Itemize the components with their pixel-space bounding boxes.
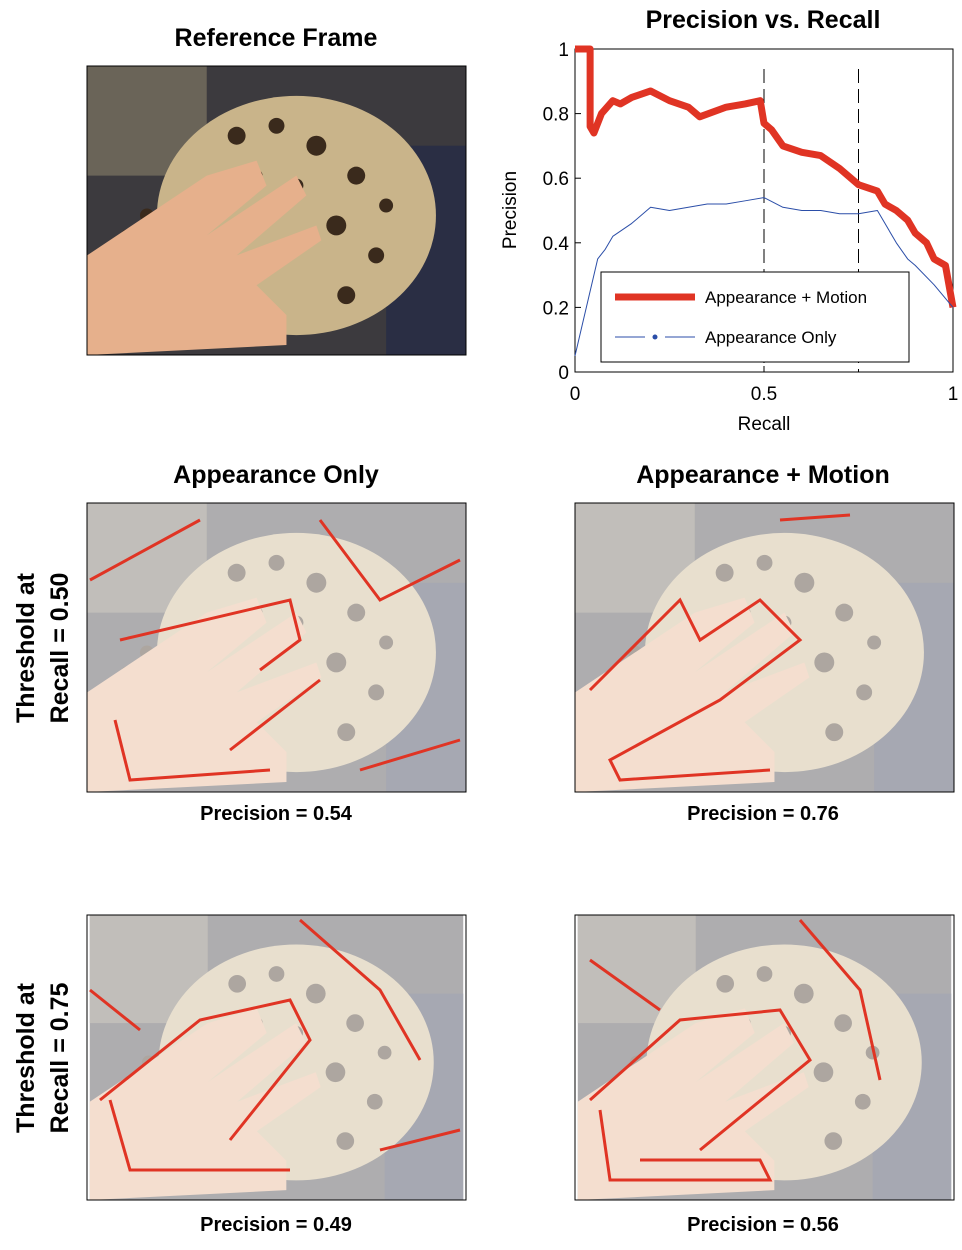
x-axis-label: Recall (738, 414, 791, 435)
panel (87, 915, 466, 1200)
x-tick-label: 0.5 (751, 384, 777, 405)
legend-label: Appearance + Motion (705, 288, 867, 307)
figure: Reference Frame Appearance Only Appearan… (0, 0, 962, 1245)
y-tick-label: 0.8 (543, 105, 569, 126)
y-tick-label: 0.4 (543, 234, 570, 255)
row-label: Recall = 0.50 (46, 573, 74, 724)
legend-marker (653, 335, 658, 340)
y-axis-label: Precision (500, 171, 521, 249)
y-tick-label: 0.6 (543, 169, 569, 190)
reference-image (87, 66, 466, 355)
chart-title: Precision vs. Recall (646, 6, 881, 34)
reference-title: Reference Frame (175, 24, 378, 52)
caption: Precision = 0.56 (687, 1214, 839, 1236)
y-tick-label: 0.2 (543, 298, 569, 319)
row-label: Threshold at (12, 572, 40, 723)
y-tick-label: 0 (558, 363, 569, 384)
legend-label: Appearance Only (705, 328, 837, 347)
legend-box (601, 272, 909, 362)
y-tick-label: 1 (558, 40, 569, 61)
chart: Precision vs. Recall Recall Precision 00… (500, 6, 958, 435)
caption: Precision = 0.54 (200, 803, 353, 825)
panel (575, 503, 954, 792)
caption: Precision = 0.49 (200, 1214, 352, 1236)
row-label: Threshold at (12, 982, 40, 1133)
row-label: Recall = 0.75 (46, 983, 74, 1134)
panel (575, 915, 954, 1200)
column-title: Appearance Only (173, 461, 379, 489)
x-tick-label: 1 (948, 384, 959, 405)
panel (87, 503, 466, 792)
caption: Precision = 0.76 (687, 803, 839, 825)
x-tick-label: 0 (570, 384, 581, 405)
column-title: Appearance + Motion (636, 461, 890, 489)
